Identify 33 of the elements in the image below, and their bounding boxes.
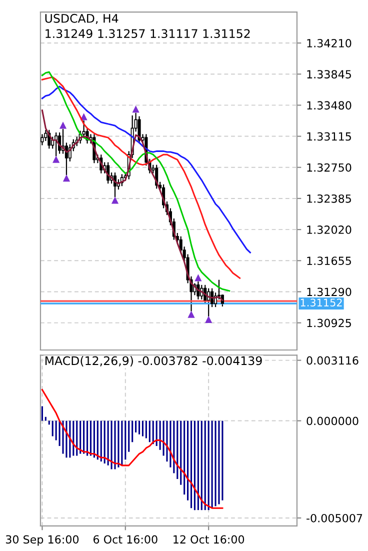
chart-title: USDCAD, H4 [45, 14, 118, 24]
y-tick-label: 1.32020 [307, 226, 352, 234]
point [132, 106, 139, 113]
y-tick-label: 1.32750 [307, 163, 352, 172]
y-tick-label: 1.33845 [307, 70, 351, 78]
candlestick [44, 129, 48, 142]
point [195, 274, 202, 282]
y-tick-label: 1.34210 [307, 38, 352, 48]
y-tick-label: 0.000000 [306, 416, 358, 426]
x-tick-label: 12 Oct 16:00 [174, 535, 244, 544]
ref-line-label: 1.31152 [300, 298, 342, 307]
point [63, 175, 70, 182]
line-series [41, 86, 251, 254]
x-tick-label: 30 Sep 16:00 [6, 535, 79, 546]
y-tick-label: 1.33480 [307, 101, 352, 110]
y-tick-label: 1.32385 [307, 194, 351, 203]
line-series [41, 388, 224, 509]
point [112, 197, 118, 204]
chart-title: MACD(12,26,9) -0.003782 -0.004139 [45, 356, 262, 367]
x-tick-label: 6 Oct 16:00 [93, 535, 158, 544]
point [205, 316, 212, 323]
candlestick [40, 134, 44, 146]
point [80, 114, 87, 120]
y-tick-label: 1.33115 [307, 132, 351, 141]
y-tick-label: 1.31290 [307, 288, 352, 296]
y-tick-label: 1.30925 [307, 318, 351, 328]
y-tick-label: -0.005007 [306, 514, 362, 522]
point [52, 156, 60, 163]
point [60, 122, 66, 129]
y-tick-label: 0.003116 [306, 356, 358, 365]
y-tick-label: 1.31655 [307, 256, 351, 266]
candlestick [138, 116, 141, 144]
text: 1.31249 1.31257 1.31117 1.31152 [46, 29, 250, 38]
